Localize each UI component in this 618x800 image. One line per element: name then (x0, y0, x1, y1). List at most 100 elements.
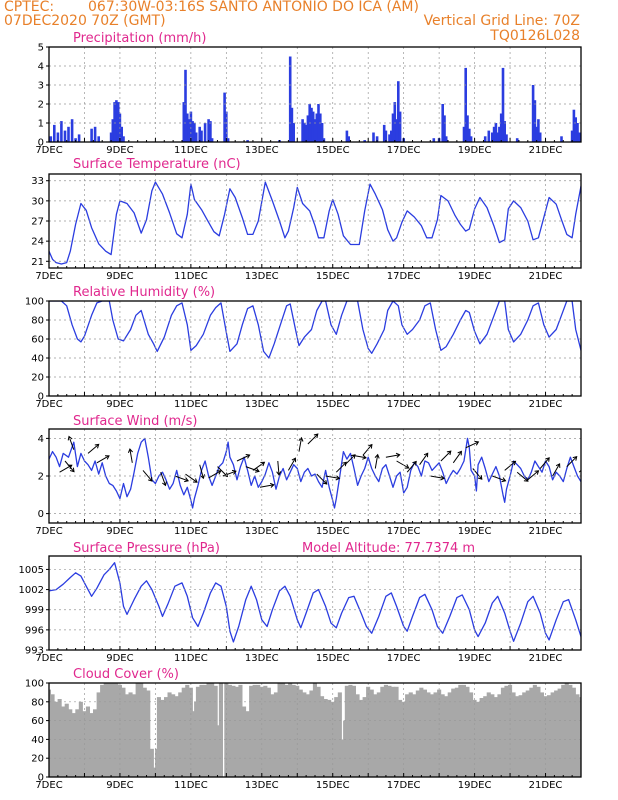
header-location: 067:30W-03:16S SANTO ANTONIO DO ICA (AM) (88, 0, 419, 15)
wind-arrow-head-43 (555, 463, 561, 468)
wind-arrow-38 (492, 475, 507, 483)
cloud-column-85 (327, 699, 332, 777)
cloud-column-21 (117, 684, 122, 777)
cloud-column-99 (369, 689, 374, 777)
pressure-frame (48, 555, 582, 651)
wind-ytick-label-1: 2 (38, 472, 44, 483)
cloud-ytick-label-1: 20 (31, 754, 44, 765)
precip-bar-97 (560, 136, 563, 142)
cloud-series (49, 683, 587, 777)
wind-title: Surface Wind (m/s) (73, 414, 197, 429)
precip-bar-80 (483, 136, 487, 142)
wind-xtick-label-2: 11DEC (174, 526, 208, 537)
header: CPTEC: 067:30W-03:16S SANTO ANTONIO DO I… (4, 0, 580, 44)
wind-arrow-head-27 (367, 443, 373, 449)
panels: Precipitation (mm/h) 0 1 2 3 4 5 7DEC 9DEC 11DEC 1… (19, 31, 587, 791)
precip-bar-56 (347, 136, 350, 142)
rh-series (49, 301, 581, 359)
precip-bar-60 (382, 124, 386, 142)
cloud-column-130 (479, 698, 484, 777)
wind-arrow-shaft-33 (430, 475, 445, 479)
precip-bar-40 (290, 107, 294, 142)
pressure-xtick-label-5: 17DEC (387, 653, 421, 664)
cloud-column-156 (571, 687, 576, 777)
wind-arrow-shaft-31 (406, 461, 417, 473)
cloud-column-81 (312, 683, 317, 777)
wind-arrow-23 (325, 475, 341, 481)
precip-bar-9 (90, 128, 93, 142)
precip-bar-16 (116, 102, 120, 142)
cloud-column-131 (483, 696, 488, 777)
temp-panel: Surface Temperature (nC) 21 24 27 30 33 7DEC 9D… (31, 157, 582, 282)
cloud-column-73 (284, 684, 289, 777)
rh-ytick-label-2: 40 (31, 354, 44, 365)
wind-arrow-head-37 (477, 475, 483, 480)
cloud-column-148 (543, 696, 548, 777)
cloud-column-126 (465, 686, 470, 777)
wind-arrow-head-4 (104, 455, 110, 460)
wind-line (49, 437, 581, 509)
precip-bar-76 (464, 67, 467, 142)
pressure-ytick-label-0: 993 (25, 646, 44, 657)
cloud-column-88 (337, 692, 342, 777)
cloud-column-93 (348, 684, 353, 777)
wind-arrow-13 (222, 469, 237, 477)
cloud-column-104 (387, 685, 392, 777)
cloud-column-159 (583, 692, 587, 777)
cloud-column-19 (110, 683, 115, 777)
pressure-ytick-label-3: 1002 (19, 585, 44, 596)
precip-ytick-label-2: 2 (38, 100, 44, 111)
cloud-column-13 (89, 713, 94, 777)
wind-arrow-head-23 (335, 475, 341, 481)
precip-xtick-label-4: 15DEC (316, 145, 350, 156)
wind-arrow-31 (406, 460, 417, 473)
wind-arrow-head-17 (269, 482, 275, 488)
wind-arrow-head-7 (162, 481, 167, 487)
cloud-column-66 (259, 686, 264, 777)
cloud-column-123 (454, 687, 459, 777)
wind-arrow-shaft-26 (352, 454, 367, 459)
cloud-column-153 (561, 684, 566, 777)
wind-xtick-label-1: 9DEC (106, 526, 133, 537)
precip-bar-90 (505, 134, 508, 142)
wind-arrow-shaft-22 (316, 473, 328, 485)
cloud-column-122 (451, 688, 456, 777)
cloud-column-110 (408, 692, 413, 777)
wind-arrow-head-13 (231, 469, 237, 475)
precip-bar-81 (487, 130, 491, 142)
header-run: 07DEC2020 70Z (GMT) (4, 13, 166, 29)
precip-bar-45 (306, 115, 310, 142)
cloud-column-116 (430, 694, 435, 777)
precip-bar-98 (570, 130, 574, 142)
pressure-xtick-label-0: 7DEC (35, 653, 62, 664)
cloud-column-17 (103, 683, 108, 777)
precip-ytick-label-0: 0 (38, 138, 44, 149)
wind-arrow-shaft-19 (287, 457, 296, 471)
rh-ytick-label-4: 80 (31, 316, 44, 327)
wind-xtick-label-0: 7DEC (35, 526, 62, 537)
wind-arrow-head-16 (260, 461, 266, 467)
cloud-column-40 (174, 696, 179, 777)
cloud-column-152 (557, 688, 562, 777)
cloud-xtick-label-7: 21DEC (529, 780, 563, 791)
wind-arrow-shaft-3 (87, 444, 100, 454)
cloud-xtick-label-6: 19DEC (458, 780, 492, 791)
wind-arrow-head-20 (298, 436, 304, 442)
pressure-ytick-label-1: 996 (25, 625, 44, 636)
precip-bar-72 (441, 104, 444, 142)
cloud-column-117 (433, 692, 438, 777)
cloud-column-119 (440, 694, 445, 777)
cloud-column-30 (146, 690, 151, 777)
wind-xtick-label-6: 19DEC (458, 526, 492, 537)
cloud-ytick-label-4: 80 (31, 697, 44, 708)
precip-bar-21 (184, 69, 187, 142)
wind-arrow-41 (527, 470, 540, 481)
precip-bar-15 (115, 100, 118, 142)
cloud-column-149 (547, 695, 552, 777)
cloud-column-80 (309, 690, 314, 777)
precip-xtick-label-7: 21DEC (529, 145, 563, 156)
precip-bar-88 (501, 67, 505, 142)
precip-bar-74 (444, 136, 448, 142)
wind-arrow-shaft-7 (160, 472, 166, 486)
cloud-column-2 (54, 701, 59, 777)
